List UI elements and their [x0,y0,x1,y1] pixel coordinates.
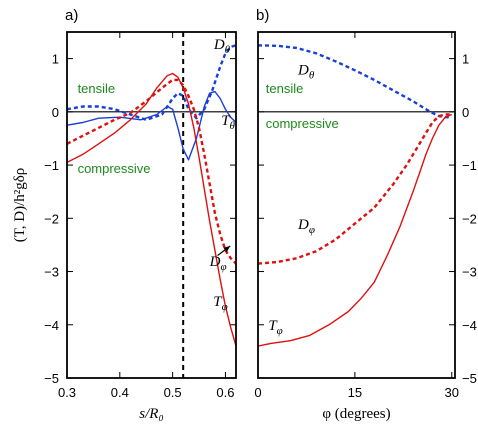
xtick-label: 0.6 [216,385,234,400]
panel-label: b) [256,7,269,24]
series-label: Tφ [213,294,227,313]
series-group [67,44,236,347]
series-label-main: D [213,37,225,53]
series-label-main: D [297,217,309,233]
series-label: Dφ [209,254,227,273]
xtick-label: 0.4 [111,385,129,400]
xtick-label: 30 [445,385,459,400]
ytick-label: −2 [462,211,477,226]
ytick-label: −4 [44,318,59,333]
series-t-line [67,90,236,161]
series-label-subscript: φ [309,224,315,236]
series-label-subscript: θ [225,44,231,56]
series-label-main: T [268,318,278,334]
series-t-line [67,72,236,347]
region-label-compressive: compressive [78,161,151,176]
xtick-label: 0.5 [164,385,182,400]
series-label-main: D [209,254,221,270]
series-label-subscript: φ [277,325,283,337]
series-t-line [258,113,453,347]
ytick-label: −4 [462,318,477,333]
ytick-label: 1 [52,52,59,67]
series-label-main: T [221,113,231,129]
series-label-subscript: φ [222,301,228,313]
plot-frame [257,31,456,379]
region-label-tensile: tensile [266,81,304,96]
ytick-label: −1 [44,158,59,173]
xtick-label: 15 [348,385,362,400]
x-axis-label: φ (degrees) [322,406,390,422]
series-d-line [67,44,236,121]
series-label-subscript: θ [230,120,236,132]
series-label-subscript: φ [220,261,226,273]
x-axis-label: s/R₀ [139,406,163,422]
series-d-line [258,44,452,119]
series-label: Tφ [268,318,282,337]
xtick-label: 0.3 [58,385,76,400]
ytick-label: −3 [462,265,477,280]
region-label-compressive: compressive [266,116,339,131]
series-d-line [258,113,452,265]
series-d-line [67,78,236,265]
y-axis-label: (T, D)/h²gδρ [12,168,28,243]
ytick-label: −3 [44,265,59,280]
plot-frame [66,31,237,379]
series-label: Dθ [297,63,315,82]
ytick-label: 0 [52,105,59,120]
series-group [258,44,453,347]
series-label-main: D [297,63,309,79]
region-label-tensile: tensile [78,81,116,96]
series-label: Dθ [213,37,231,56]
ytick-label: −1 [462,158,477,173]
series-label-subscript: θ [309,70,315,82]
xtick-label: 0 [254,385,261,400]
panel-a: a) −5 −4 −3 −2 −1 0 1 0.3 0.4 0.5 0.6 tensile compres… [12,7,237,422]
panel-label: a) [65,7,78,24]
series-label-main: T [213,294,223,310]
series-label: Tθ [221,113,235,132]
ytick-label: −5 [44,371,59,386]
ytick-label: 0 [462,105,469,120]
arrow-head [223,246,231,253]
ytick-label: −2 [44,211,59,226]
ytick-label: −5 [462,371,477,386]
ytick-label: 1 [462,52,469,67]
series-label: Dφ [297,217,315,236]
